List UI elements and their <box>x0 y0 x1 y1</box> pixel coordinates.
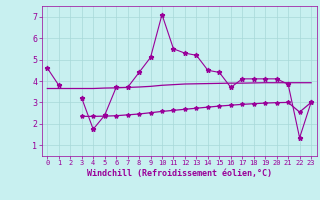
X-axis label: Windchill (Refroidissement éolien,°C): Windchill (Refroidissement éolien,°C) <box>87 169 272 178</box>
